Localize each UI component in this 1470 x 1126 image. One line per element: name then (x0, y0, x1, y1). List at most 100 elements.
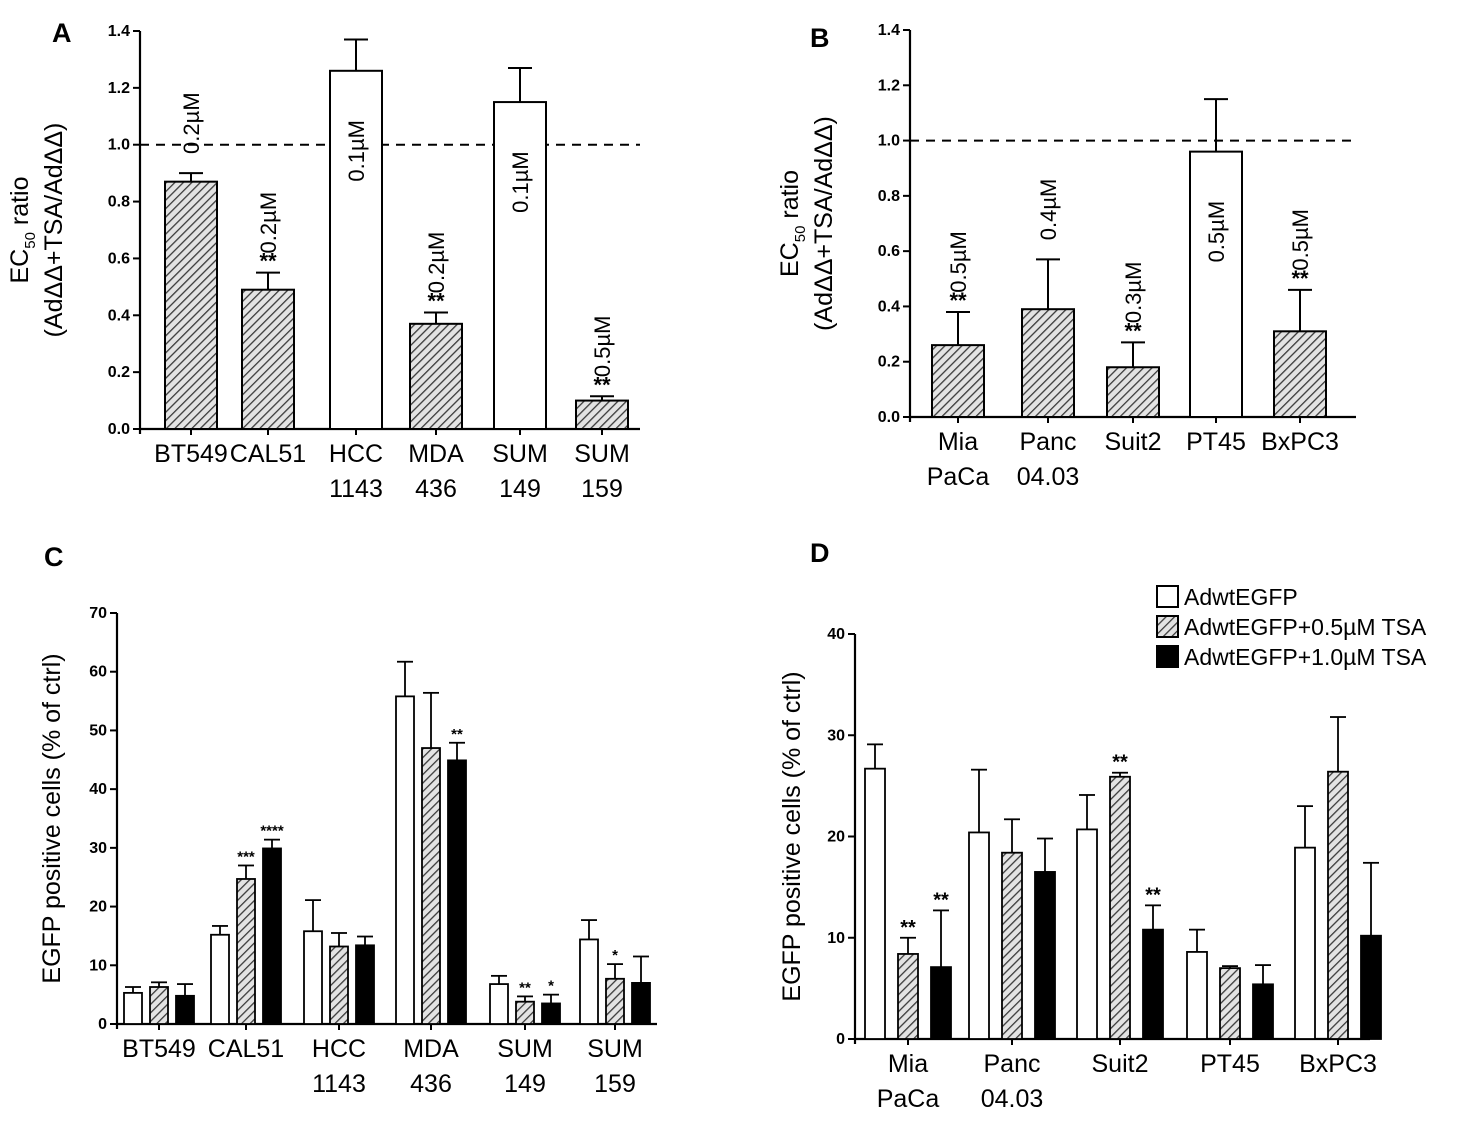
concentration-label: 0.4µM (1036, 179, 1061, 241)
concentration-label-group: 0.2µM (424, 232, 449, 294)
x-tick-label-line2: 04.03 (1017, 463, 1080, 491)
y-tick-label: 0.2 (108, 364, 130, 381)
panel-c-letter: C (44, 542, 64, 572)
y-axis-label-line1: EC50 ratio (776, 170, 809, 277)
y-axis-label-text: EGFP positive cells (% of ctrl) (778, 671, 806, 1001)
legend-swatch (1156, 615, 1179, 638)
legend-label: AdwtEGFP (1184, 584, 1298, 610)
panel-a-chart: A 0.0 0.2 0.4 0.6 0.8 1.0 1.2 1.4 BT549 CAL51 HCC 11… (6, 18, 640, 503)
x-tick-label: MDA (408, 440, 464, 468)
x-tick-label: Suit2 (1105, 428, 1162, 456)
x-tick-label-line2: 1143 (312, 1070, 366, 1098)
y-tick-label: 1.2 (108, 80, 130, 97)
bar (1252, 983, 1274, 1040)
significance-marker: ** (1291, 266, 1309, 291)
y-axis-label: EGFP positive cells (% of ctrl) (38, 653, 66, 983)
bar (123, 991, 143, 1025)
bar (447, 759, 467, 1025)
bar (1327, 770, 1349, 1040)
y-tick-label: 0.2 (878, 354, 900, 371)
y-axis-label: EC50 ratio (AdΔΔ+TSA/AdΔΔ) (6, 123, 68, 338)
y-tick-label: 0.8 (108, 194, 130, 211)
bar (421, 747, 441, 1025)
y-tick-label: 0 (98, 1016, 107, 1033)
bar (575, 399, 629, 431)
x-tick-label: CAL51 (208, 1035, 284, 1063)
concentration-label: 0.5µM (1204, 201, 1229, 263)
bar (1021, 308, 1075, 419)
x-tick-label-line2: 1143 (329, 475, 383, 503)
bar (1076, 828, 1098, 1040)
y-tick-label: 1.4 (878, 22, 900, 39)
concentration-label-group: 0.5µM (1204, 201, 1229, 263)
concentration-label: 0.2µM (256, 192, 281, 254)
bar (149, 986, 169, 1025)
bar (864, 767, 886, 1040)
bar (897, 953, 919, 1040)
bar (1360, 934, 1382, 1040)
x-tick-label: Mia (938, 428, 978, 456)
significance-marker: *** (237, 848, 255, 865)
legend-label: AdwtEGFP+1.0µM TSA (1184, 644, 1427, 670)
y-tick-label: 60 (89, 664, 107, 681)
bar (329, 69, 383, 431)
y-tick-label: 1.4 (108, 23, 130, 40)
concentration-label-group: 0.5µM (1288, 209, 1313, 271)
bar (1294, 846, 1316, 1040)
bar (489, 983, 509, 1025)
bar (355, 944, 375, 1025)
concentration-label: 0.1µM (344, 120, 369, 182)
bar (605, 977, 625, 1025)
concentration-label: 0.2µM (179, 92, 204, 154)
bar (1142, 928, 1164, 1040)
x-tick-label-line2: PaCa (877, 1085, 940, 1113)
y-axis-label-line2: (AdΔΔ+TSA/AdΔΔ) (810, 116, 838, 331)
x-tick-label: BT549 (154, 440, 228, 468)
bar (1109, 775, 1131, 1040)
y-tick-label: 1.0 (878, 133, 900, 150)
concentration-label: 0.5µM (1288, 209, 1313, 271)
y-tick-label: 40 (89, 781, 107, 798)
concentration-label-group: 0.5µM (590, 316, 615, 378)
concentration-label-group: 0.2µM (179, 92, 204, 154)
bar (262, 847, 282, 1025)
panel-a-letter: A (52, 18, 72, 48)
bar (241, 288, 295, 431)
y-axis-label-subscript: 50 (22, 232, 39, 249)
panel-d-letter: D (810, 538, 830, 568)
bar (541, 1002, 561, 1025)
significance-marker: ** (593, 372, 611, 397)
x-tick-label: SUM (587, 1035, 643, 1063)
y-tick-label: 1.2 (878, 77, 900, 94)
y-tick-label: 30 (89, 840, 107, 857)
y-axis-label-text: EGFP positive cells (% of ctrl) (38, 653, 66, 983)
x-tick-label-line2: 149 (499, 475, 541, 503)
concentration-label-group: 0.2µM (256, 192, 281, 254)
concentration-label-group: 0.1µM (508, 151, 533, 213)
concentration-label-group: 0.3µM (1121, 262, 1146, 324)
bar (1273, 330, 1327, 418)
bar (329, 945, 349, 1025)
bar (236, 878, 256, 1025)
bar (164, 180, 218, 430)
x-tick-label: BT549 (122, 1035, 196, 1063)
y-tick-label: 1.0 (108, 137, 130, 154)
bar (930, 966, 952, 1040)
y-tick-label: 10 (89, 957, 107, 974)
x-tick-label: Suit2 (1092, 1050, 1149, 1078)
y-tick-label: 0.8 (878, 188, 900, 205)
x-tick-label: Panc (984, 1050, 1041, 1078)
y-axis-label-suffix: ratio (6, 176, 34, 232)
y-axis-label-subscript: 50 (792, 226, 809, 243)
significance-marker: ** (1145, 884, 1161, 906)
x-tick-label: PT45 (1200, 1050, 1260, 1078)
concentration-label: 0.2µM (424, 232, 449, 294)
x-tick-label: Panc (1020, 428, 1077, 456)
x-tick-label: PT45 (1186, 428, 1246, 456)
y-tick-label: 10 (827, 930, 845, 947)
x-tick-label-line2: 149 (504, 1070, 546, 1098)
significance-marker: ** (933, 889, 949, 911)
y-tick-label: 20 (827, 829, 845, 846)
y-axis-label: EC50 ratio (AdΔΔ+TSA/AdΔΔ) (776, 116, 838, 331)
